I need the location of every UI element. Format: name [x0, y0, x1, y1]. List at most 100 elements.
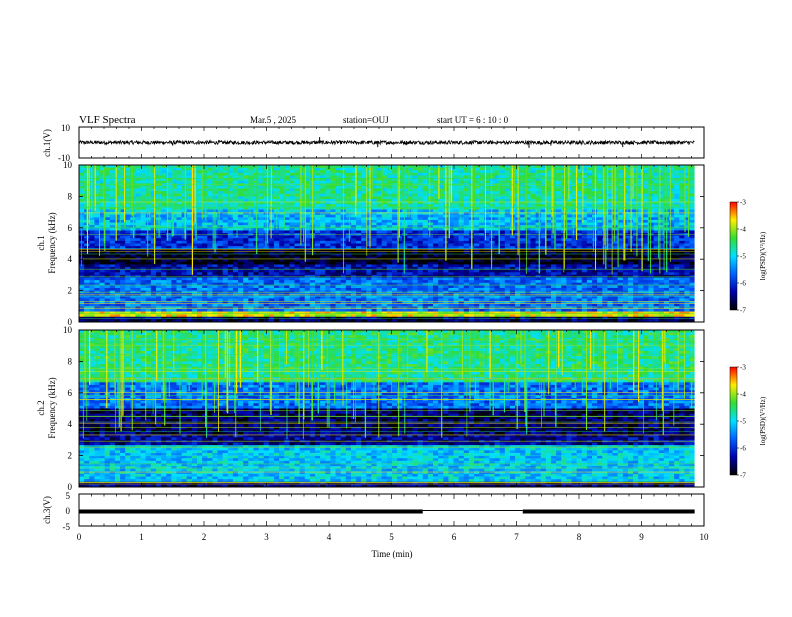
spectrogram-cell	[320, 236, 326, 239]
spectrogram-cell	[592, 228, 598, 231]
spectrogram-cell	[248, 215, 254, 218]
spectrogram-cell	[243, 264, 249, 267]
spectrogram-cell	[638, 191, 644, 194]
spectrogram-cell	[597, 175, 603, 178]
spectrogram-cell	[320, 183, 326, 186]
spectrogram-cell	[336, 270, 342, 273]
spectrogram-cell	[484, 217, 490, 220]
spectrogram-cell	[556, 244, 562, 247]
spectrogram-cell	[356, 254, 362, 257]
spectrogram-cell	[197, 217, 203, 220]
spectrogram-cell	[464, 254, 470, 257]
spectrogram-cell	[320, 254, 326, 257]
spectrogram-cell	[371, 267, 377, 270]
spectrogram-cell	[233, 267, 239, 270]
ch1-ytick-top: 10	[61, 123, 71, 133]
spectrogram-cell	[238, 199, 244, 202]
spectrogram-cell	[243, 254, 249, 257]
spectrogram-cell	[166, 196, 172, 199]
spectrogram-cell	[161, 220, 167, 223]
spectrogram-cell	[392, 199, 398, 202]
spectrogram-cell	[648, 241, 654, 244]
spectrogram-cell	[197, 259, 203, 262]
spectrogram-cell	[264, 270, 270, 273]
spectrogram-cell	[464, 238, 470, 241]
spectrogram-cell	[679, 181, 685, 184]
spectrogram-cell	[392, 241, 398, 244]
spectrogram-cell	[433, 183, 439, 186]
spectrogram-cell	[105, 215, 111, 218]
spectrogram-cell	[238, 175, 244, 178]
spectrogram-cell	[156, 238, 162, 241]
spectrogram-cell	[454, 173, 460, 176]
spectrogram-cell	[233, 170, 239, 173]
spectrogram-cell	[387, 267, 393, 270]
spectrogram-cell	[597, 209, 603, 212]
spectrogram-cell	[464, 259, 470, 262]
spectrogram-cell	[371, 215, 377, 218]
spectrogram-cell	[294, 191, 300, 194]
spectrogram-cell	[484, 191, 490, 194]
spectrogram-cell	[679, 212, 685, 215]
spectrogram-cell	[115, 254, 121, 257]
spectrogram-cell	[197, 183, 203, 186]
spectrogram-cell	[243, 267, 249, 270]
spectrogram-cell	[551, 230, 557, 233]
spectrogram-cell	[294, 270, 300, 273]
spectrogram-cell	[433, 236, 439, 239]
spectrogram-cell	[433, 267, 439, 270]
spectrogram-cell	[546, 244, 552, 247]
spectrogram-cell	[500, 168, 506, 171]
spectrogram-cell	[187, 267, 193, 270]
spectrogram-cell	[300, 228, 306, 231]
spectrogram-cell	[330, 189, 336, 192]
spectrogram-cell	[130, 262, 136, 265]
spectrogram-cell	[412, 194, 418, 197]
spectrogram-cell	[187, 194, 193, 197]
spectrogram-cell	[320, 175, 326, 178]
spectrogram-cell	[218, 186, 224, 189]
spectrogram-cell	[182, 236, 188, 239]
spectrogram-cell	[284, 254, 290, 257]
spectrogram-cell	[500, 186, 506, 189]
spectrogram-cell	[438, 238, 444, 241]
spectrogram-cell	[300, 215, 306, 218]
spectrogram-cell	[505, 220, 511, 223]
spectrogram-cell	[577, 209, 583, 212]
spectrogram-cell	[387, 264, 393, 267]
spectrogram-cell	[505, 217, 511, 220]
spectrogram-cell	[556, 212, 562, 215]
spectrogram-cell	[587, 228, 593, 231]
spectrogram-cell	[259, 223, 265, 226]
spectrogram-cell	[648, 183, 654, 186]
spectrogram-cell	[577, 194, 583, 197]
spectrogram-cell	[161, 191, 167, 194]
spectrogram-cell	[356, 270, 362, 273]
spectrogram-cell	[197, 223, 203, 226]
spectrogram-cell	[674, 267, 680, 270]
spectrogram-cell	[407, 244, 413, 247]
spectrogram-cell	[238, 212, 244, 215]
spectrogram-cell	[412, 262, 418, 265]
spectrogram-cell	[418, 196, 424, 199]
spectrogram-cell	[402, 217, 408, 220]
spectrogram-cell	[407, 236, 413, 239]
spectrogram-cell	[402, 244, 408, 247]
spectrogram-cell	[238, 223, 244, 226]
spectrogram-cell	[212, 259, 218, 262]
spectrogram-cell	[187, 270, 193, 273]
spectrogram-cell	[484, 238, 490, 241]
spectrogram-cell	[587, 267, 593, 270]
spectrogram-cell	[392, 238, 398, 241]
spectrogram-cell	[530, 254, 536, 257]
spectrogram-cell	[187, 236, 193, 239]
spectrogram-cell	[474, 230, 480, 233]
spectrogram-cell	[233, 264, 239, 267]
spectrogram-cell	[505, 194, 511, 197]
spectrogram-cell	[577, 170, 583, 173]
spectrogram-cell	[505, 209, 511, 212]
spectrogram-cell	[479, 215, 485, 218]
spectrogram-cell	[202, 209, 208, 212]
spectrogram-cell	[294, 244, 300, 247]
spectrogram-cell	[223, 181, 229, 184]
